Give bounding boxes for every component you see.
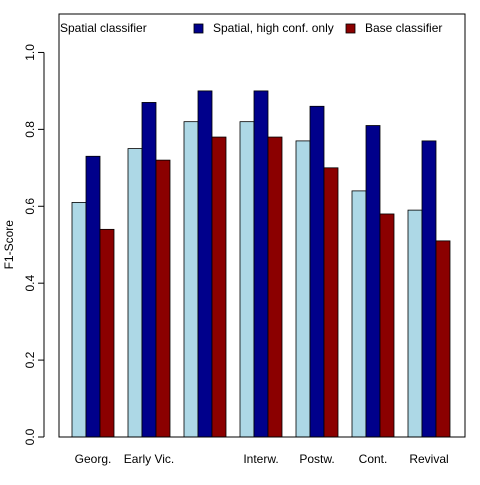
bar [351, 190, 367, 438]
x-tick-label: Postw. [299, 452, 334, 466]
bar [379, 213, 395, 438]
legend-label: Spatial classifier [60, 21, 147, 35]
legend-swatch [345, 23, 356, 34]
x-tick-label: Cont. [359, 452, 388, 466]
y-axis: 0.0 0.2 0.4 0.6 0.8 1.0 [23, 44, 45, 445]
bar [127, 148, 143, 438]
plot-frame [58, 13, 466, 438]
bar [99, 228, 115, 438]
bar [267, 136, 283, 438]
legend-label: Base classifier [365, 21, 442, 35]
x-axis-labels: Georg. Early Vic. Interw. Postw. Cont. Reviva… [75, 452, 449, 466]
bar [155, 159, 171, 438]
bar [435, 240, 451, 438]
x-tick-label: Early Vic. [124, 452, 174, 466]
bar [407, 209, 423, 438]
bar [85, 155, 101, 438]
bar [365, 125, 381, 438]
y-tick-label: 0.0 [23, 428, 37, 445]
y-tick-label: 0.4 [23, 275, 37, 292]
bar [197, 90, 213, 438]
legend-label: Spatial, high conf. only [213, 21, 334, 35]
bar [323, 167, 339, 438]
bar [295, 140, 311, 438]
bars-layer [71, 90, 451, 438]
y-axis-title: F1-Score [2, 220, 16, 270]
y-tick-label: 0.8 [23, 121, 37, 138]
x-tick-label: Georg. [75, 452, 112, 466]
bar [71, 202, 87, 438]
legend: Spatial classifier Spatial, high conf. on… [60, 21, 442, 35]
y-tick-label: 0.2 [23, 351, 37, 368]
bar [183, 121, 199, 438]
x-tick-label: Interw. [243, 452, 278, 466]
bar [309, 105, 325, 438]
y-tick-label: 1.0 [23, 44, 37, 61]
x-tick-label: Revival [409, 452, 448, 466]
legend-swatch [193, 23, 204, 34]
bar [141, 102, 157, 438]
bar [253, 90, 269, 438]
bar [421, 140, 437, 438]
bar [239, 121, 255, 438]
bar [211, 136, 227, 438]
y-tick-label: 0.6 [23, 198, 37, 215]
